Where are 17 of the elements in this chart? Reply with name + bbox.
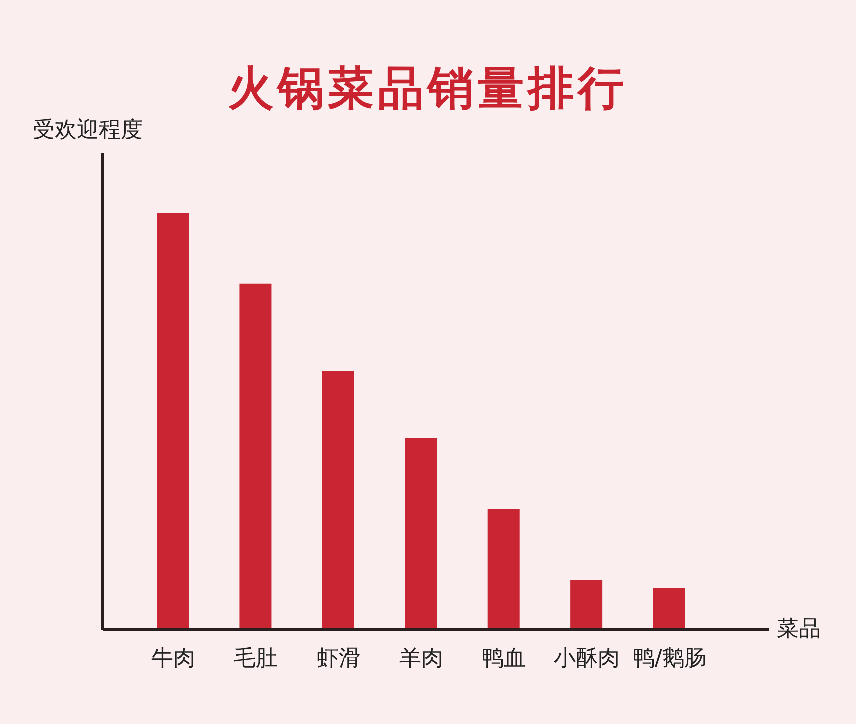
bar: [488, 509, 520, 630]
x-tick-label: 虾滑: [316, 646, 361, 672]
x-axis-title: 菜品: [777, 616, 821, 644]
x-tick-label: 牛肉: [151, 646, 196, 672]
x-tick-label: 羊肉: [400, 646, 444, 672]
x-tick-label: 毛肚: [234, 646, 278, 672]
y-axis-title: 受欢迎程度: [33, 117, 143, 145]
bar: [322, 371, 354, 630]
x-tick-label: 小酥肉: [554, 646, 620, 672]
bar: [240, 284, 272, 630]
x-tick-label: 鸭/鹅肠: [632, 646, 706, 672]
x-tick-label: 鸭血: [482, 646, 526, 672]
bar: [653, 588, 686, 630]
bar: [157, 213, 189, 630]
bar: [570, 580, 603, 630]
bar: [405, 438, 438, 630]
chart-title: 火锅菜品销量排行: [227, 60, 629, 116]
